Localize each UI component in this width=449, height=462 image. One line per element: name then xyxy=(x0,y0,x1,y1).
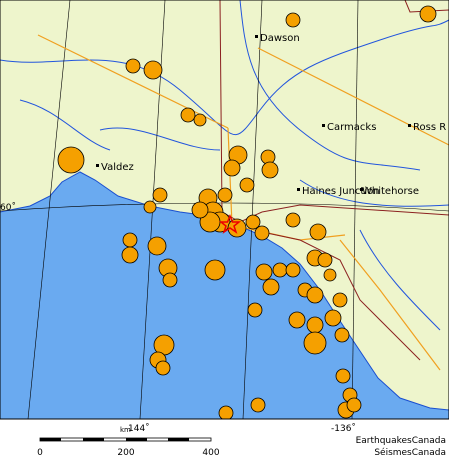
place-label: Haines Junction xyxy=(302,186,380,197)
rivers xyxy=(0,0,449,331)
earthquake xyxy=(121,246,139,264)
ocean xyxy=(0,171,449,419)
earthquake xyxy=(255,263,273,281)
earthquake xyxy=(223,159,241,177)
mainshock-star xyxy=(218,214,242,234)
place-label: Dawson xyxy=(260,33,300,44)
lon-label: 144˚ xyxy=(128,423,150,434)
credit: SéismesCanada xyxy=(374,447,446,458)
earthquake xyxy=(57,146,85,174)
earthquake xyxy=(323,268,337,282)
earthquake xyxy=(334,327,350,343)
credit: EarthquakesCanada xyxy=(356,436,446,446)
scale-bar xyxy=(39,437,212,442)
earthquake xyxy=(162,272,178,288)
earthquake xyxy=(419,5,437,23)
earthquake xyxy=(191,201,209,219)
lat-label: 60˚ xyxy=(0,202,16,213)
scale-label: 400 xyxy=(202,448,219,458)
earthquake xyxy=(324,309,342,327)
earthquake xyxy=(285,212,301,228)
earthquake xyxy=(285,262,301,278)
earthquake xyxy=(335,368,351,384)
lon-label: -136˚ xyxy=(331,423,356,434)
earthquake xyxy=(122,232,138,248)
earthquake xyxy=(125,58,141,74)
earthquake xyxy=(155,360,171,376)
earthquake xyxy=(303,331,327,355)
place-label: Ross R xyxy=(413,122,446,133)
earthquake xyxy=(285,12,301,28)
earthquake xyxy=(147,236,167,256)
earthquake xyxy=(152,187,168,203)
place-label: Whitehorse xyxy=(362,186,419,197)
earthquake xyxy=(227,218,247,238)
earthquake xyxy=(332,292,348,308)
earthquake xyxy=(261,161,279,179)
earthquake xyxy=(180,107,196,123)
scale-label: 0 xyxy=(37,448,43,458)
earthquake xyxy=(272,262,288,278)
earthquake xyxy=(218,405,234,419)
earthquake xyxy=(250,397,266,413)
earthquake xyxy=(217,187,233,203)
earthquake xyxy=(143,200,157,214)
earthquake xyxy=(204,259,226,281)
earthquake xyxy=(306,316,324,334)
place-label: Valdez xyxy=(101,162,134,173)
place-markers xyxy=(96,35,411,191)
earthquake xyxy=(309,223,327,241)
earthquake xyxy=(306,286,324,304)
earthquake xyxy=(317,252,333,268)
earthquake xyxy=(143,60,163,80)
earthquake xyxy=(346,397,362,413)
earthquake xyxy=(288,311,306,329)
scale-unit: km xyxy=(120,426,131,434)
scale-label: 200 xyxy=(117,448,134,458)
map-area: Dawson Carmacks Ross R Valdez Haines Jun… xyxy=(0,0,449,419)
earthquakes xyxy=(57,5,437,419)
earthquake xyxy=(254,225,270,241)
earthquake xyxy=(193,113,207,127)
place-label: Carmacks xyxy=(327,122,376,133)
earthquake xyxy=(245,214,261,230)
earthquake xyxy=(239,177,255,193)
earthquake xyxy=(247,302,263,318)
frame xyxy=(0,0,449,420)
earthquake xyxy=(262,278,280,296)
